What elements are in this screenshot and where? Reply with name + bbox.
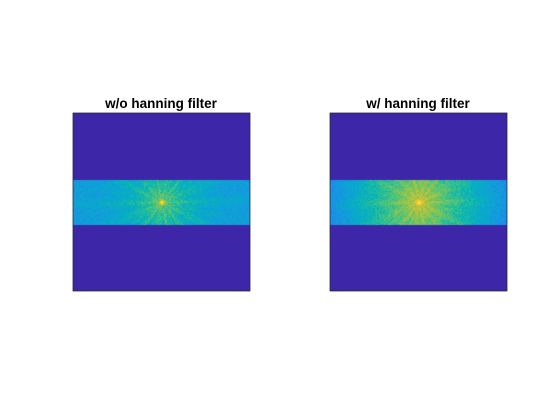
panel-title-without-hanning: w/o hanning filter: [104, 96, 217, 111]
panel-with-hanning: w/ hanning filter: [329, 96, 508, 292]
spectrum-image-without-hanning: [73, 113, 250, 291]
panel-without-hanning: w/o hanning filter: [72, 96, 251, 292]
axes-border-with-hanning: [329, 112, 508, 292]
spectrum-image-with-hanning: [330, 113, 507, 291]
axes-border-without-hanning: [72, 112, 251, 292]
panel-title-with-hanning: w/ hanning filter: [365, 96, 470, 111]
